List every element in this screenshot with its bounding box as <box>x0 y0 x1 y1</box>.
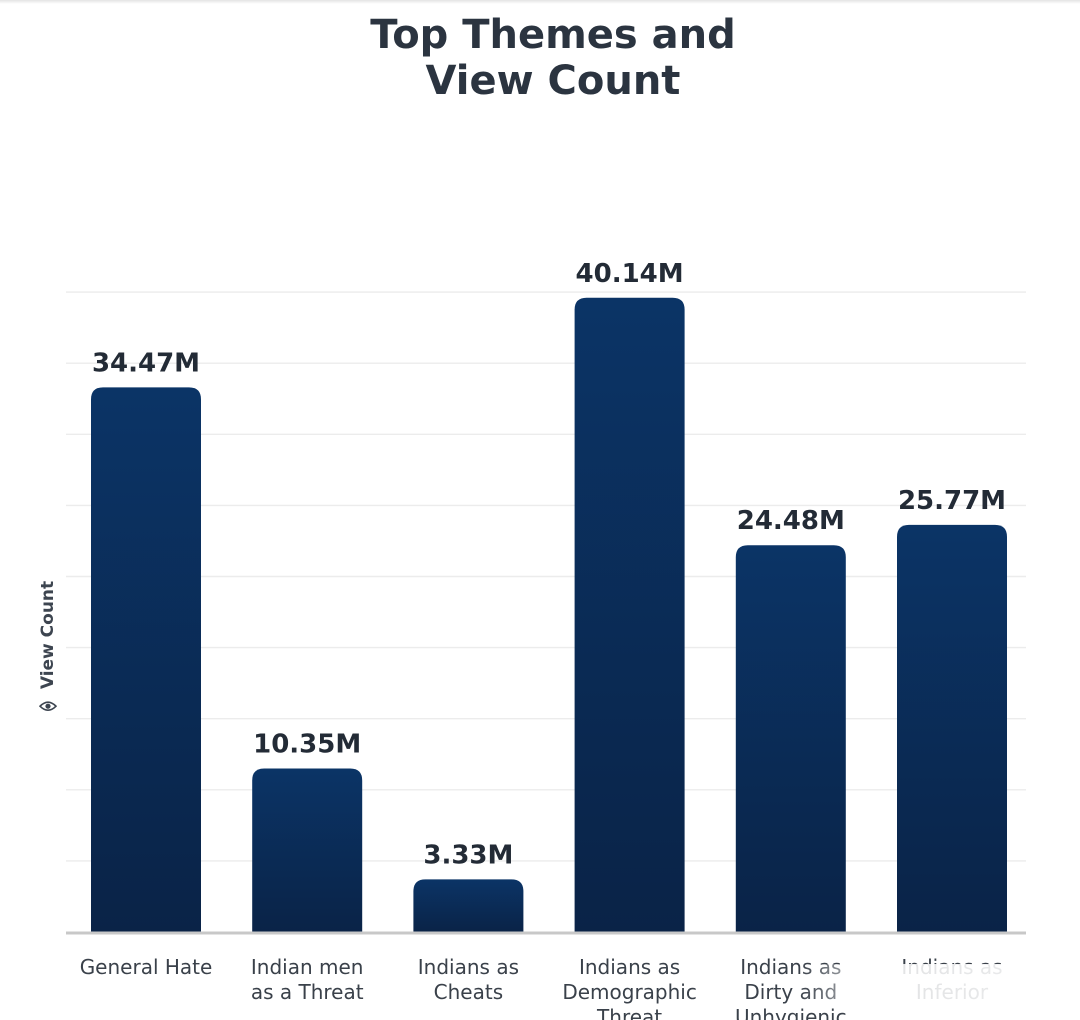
y-axis-label: View Count <box>38 581 58 715</box>
category-label-4: Indians as Demographic Threat <box>562 955 697 1020</box>
bar-4 <box>574 297 685 933</box>
category-label-1: General Hate <box>80 955 213 979</box>
watermark-overlay <box>800 964 1070 1006</box>
value-label-5: 24.48M <box>737 506 845 536</box>
chart-title-line-2: View Count <box>425 58 681 104</box>
top-edge <box>0 0 1080 4</box>
category-label-3: Indians as Cheats <box>418 955 519 1004</box>
grid-lines <box>66 291 1026 862</box>
bars <box>91 297 1007 933</box>
value-label-1: 34.47M <box>92 348 200 378</box>
value-labels: 34.47M 10.35M 3.33M 40.14M 24.48M 25.77M <box>92 259 1006 871</box>
value-label-4: 40.14M <box>576 259 684 289</box>
chart-title-line-1: Top Themes and <box>370 12 736 58</box>
value-label-2: 10.35M <box>253 729 361 759</box>
value-label-6: 25.77M <box>898 486 1006 516</box>
chart-title: Top Themes and View Count <box>0 12 1080 104</box>
bar-5 <box>735 545 846 932</box>
bar-2 <box>252 768 363 932</box>
eye-icon <box>39 699 57 713</box>
bar-6 <box>897 524 1007 932</box>
category-label-2: Indian men as a Threat <box>251 955 364 1004</box>
bar-3 <box>413 879 524 932</box>
bar-1 <box>91 387 201 932</box>
value-label-3: 3.33M <box>423 840 513 870</box>
